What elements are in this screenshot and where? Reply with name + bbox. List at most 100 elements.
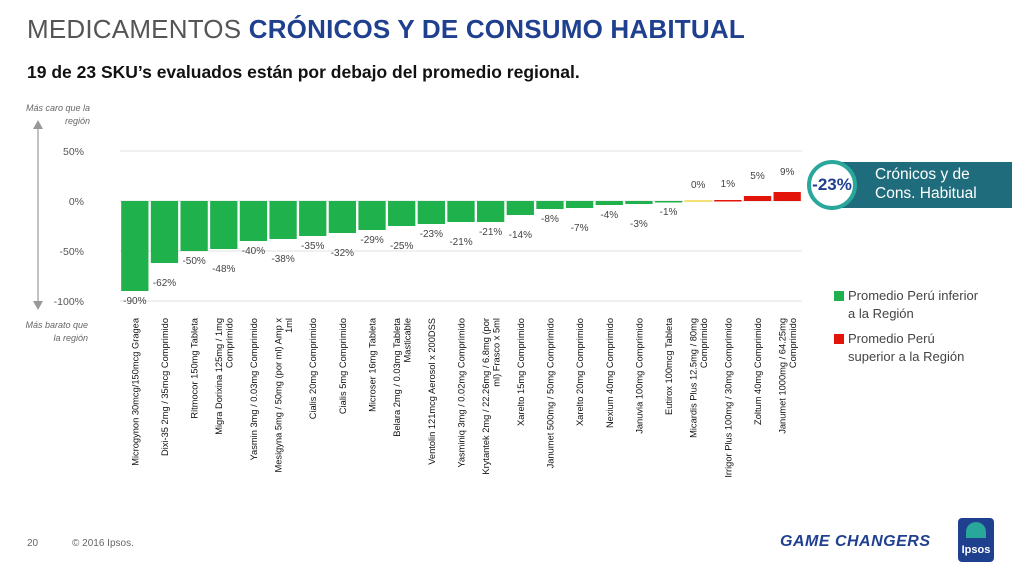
bar — [506, 201, 534, 215]
category-label: ml) Frasco x 5ml — [491, 318, 501, 387]
data-label: -21% — [449, 237, 472, 248]
axis-arrow-down — [33, 301, 43, 310]
data-label: -35% — [301, 241, 324, 252]
category-label: Masticable — [402, 318, 412, 362]
y-tick-label: -50% — [59, 246, 84, 258]
ipsos-logo: Ipsos — [958, 518, 994, 562]
bar — [536, 201, 564, 209]
legend-label-above: Promedio Perú superior a la Región — [848, 331, 965, 364]
bar — [417, 201, 445, 224]
bar — [477, 201, 505, 222]
category-label: Comprimido — [699, 318, 709, 368]
data-label: -40% — [242, 246, 265, 257]
category-label: Irrigor Plus 100mg / 30mg Comprimido — [723, 318, 733, 478]
bar — [684, 200, 712, 202]
bar — [743, 196, 772, 201]
page-title: MEDICAMENTOS CRÓNICOS Y DE CONSUMO HABIT… — [27, 14, 745, 45]
bar — [565, 201, 594, 208]
page-subtitle: 19 de 23 SKU’s evaluados están por debaj… — [27, 62, 580, 82]
category-label: Janumet 500mg / 50mg Comprimido — [545, 318, 555, 468]
data-label: -32% — [331, 248, 354, 259]
category-label: Migra Dorixina 125mg / 1mg — [214, 318, 224, 435]
category-label: Belara 2mg / 0.03mg Tableta — [392, 317, 402, 437]
bar — [328, 201, 357, 233]
category-label: Eutirox 100mcg Tableta — [664, 317, 674, 415]
bar — [358, 201, 386, 230]
callout-text-line-2: Cons. Habitual — [875, 185, 977, 202]
legend-item-below: Promedio Perú inferior a la Región — [834, 287, 984, 323]
category-label: Zoltum 40mg Comprimido — [753, 318, 763, 425]
data-label: -90% — [123, 296, 146, 307]
y-tick-label: 0% — [69, 196, 84, 208]
bar — [388, 201, 416, 226]
bar — [299, 201, 327, 236]
bar — [239, 201, 268, 241]
legend-label-below: Promedio Perú inferior a la Región — [848, 288, 979, 321]
data-label: -1% — [660, 207, 678, 218]
bar — [773, 192, 801, 201]
category-label: Cialis 5mg Comprimido — [338, 318, 348, 414]
axis-arrow-up — [33, 120, 43, 129]
category-label: Xarelto 20mg Comprimido — [575, 318, 585, 426]
bar — [714, 200, 742, 202]
ipsos-logo-arc — [966, 522, 986, 538]
side-note-bottom: Más barato que — [25, 320, 88, 330]
data-label: 0% — [691, 180, 706, 191]
callout-value-badge: -23% — [807, 160, 857, 210]
title-part-2: CRÓNICOS Y DE CONSUMO HABITUAL — [248, 14, 745, 44]
data-label: -25% — [390, 241, 413, 252]
page-number: 20 — [27, 538, 39, 549]
game-changers-logo: GAME CHANGERS — [780, 533, 931, 550]
category-label: Cialis 20mg Comprimido — [308, 318, 318, 419]
bar — [210, 201, 238, 249]
legend-swatch-red — [834, 334, 844, 344]
data-label: -7% — [571, 223, 589, 234]
bar — [150, 201, 179, 263]
category-label: Krytantek 2mg / 22.26mg / 6.8mg (por — [481, 318, 491, 475]
data-label: -8% — [541, 214, 559, 225]
category-label: Nexium 40mg Comprimido — [605, 318, 615, 428]
data-label: -38% — [271, 254, 294, 265]
side-note-top: región — [65, 116, 90, 126]
data-label: -4% — [600, 210, 618, 221]
data-label: -62% — [153, 278, 176, 289]
side-note-bottom: la región — [53, 333, 88, 343]
bar — [121, 201, 149, 291]
data-label: 9% — [780, 167, 795, 178]
bar — [447, 201, 475, 222]
data-label: -14% — [509, 230, 532, 241]
category-label: Microgynon 30mcg/150mcg Gragea — [130, 317, 140, 466]
bar — [654, 201, 683, 203]
data-label: -29% — [360, 235, 383, 246]
legend-item-above: Promedio Perú superior a la Región — [834, 330, 984, 366]
bar — [625, 201, 653, 204]
category-label: Micardis Plus 12.5mg / 80mg — [688, 318, 698, 438]
data-label: -48% — [212, 264, 235, 275]
data-label: 1% — [721, 179, 736, 190]
category-label: Comprimido — [788, 318, 798, 368]
y-tick-label: 50% — [63, 146, 84, 158]
data-label: -21% — [479, 227, 502, 238]
category-label: Januvia 100mg Comprimido — [634, 318, 644, 434]
data-label: 5% — [750, 171, 765, 182]
category-label: Yasminiq 3mg / 0.02mg Comprimido — [457, 318, 467, 468]
data-label: -3% — [630, 219, 648, 230]
bar — [180, 201, 208, 251]
bar — [595, 201, 623, 205]
category-label: 1ml — [284, 318, 294, 333]
category-label: Yasmin 3mg / 0.03mg Comprimido — [249, 318, 259, 460]
title-part-1: MEDICAMENTOS — [27, 14, 242, 44]
category-label: Dixi-35 2mg / 35mcg Comprimido — [160, 318, 170, 456]
data-label: -50% — [182, 256, 205, 267]
legend-swatch-green — [834, 291, 844, 301]
copyright: © 2016 Ipsos. — [72, 538, 134, 549]
data-label: -23% — [420, 229, 443, 240]
category-label: Ventolin 121mcg Aerosol x 200DSS — [427, 318, 437, 465]
callout-text-line-1: Crónicos y de — [875, 166, 970, 183]
ipsos-logo-text: Ipsos — [961, 544, 991, 556]
category-label: Comprimido — [225, 318, 235, 368]
callout-box: Crónicos y de Cons. Habitual — [830, 162, 1012, 208]
category-label: Janumet 1000mg / 64.25mg — [777, 318, 787, 434]
category-label: Microser 16mg Tableta — [368, 317, 378, 412]
